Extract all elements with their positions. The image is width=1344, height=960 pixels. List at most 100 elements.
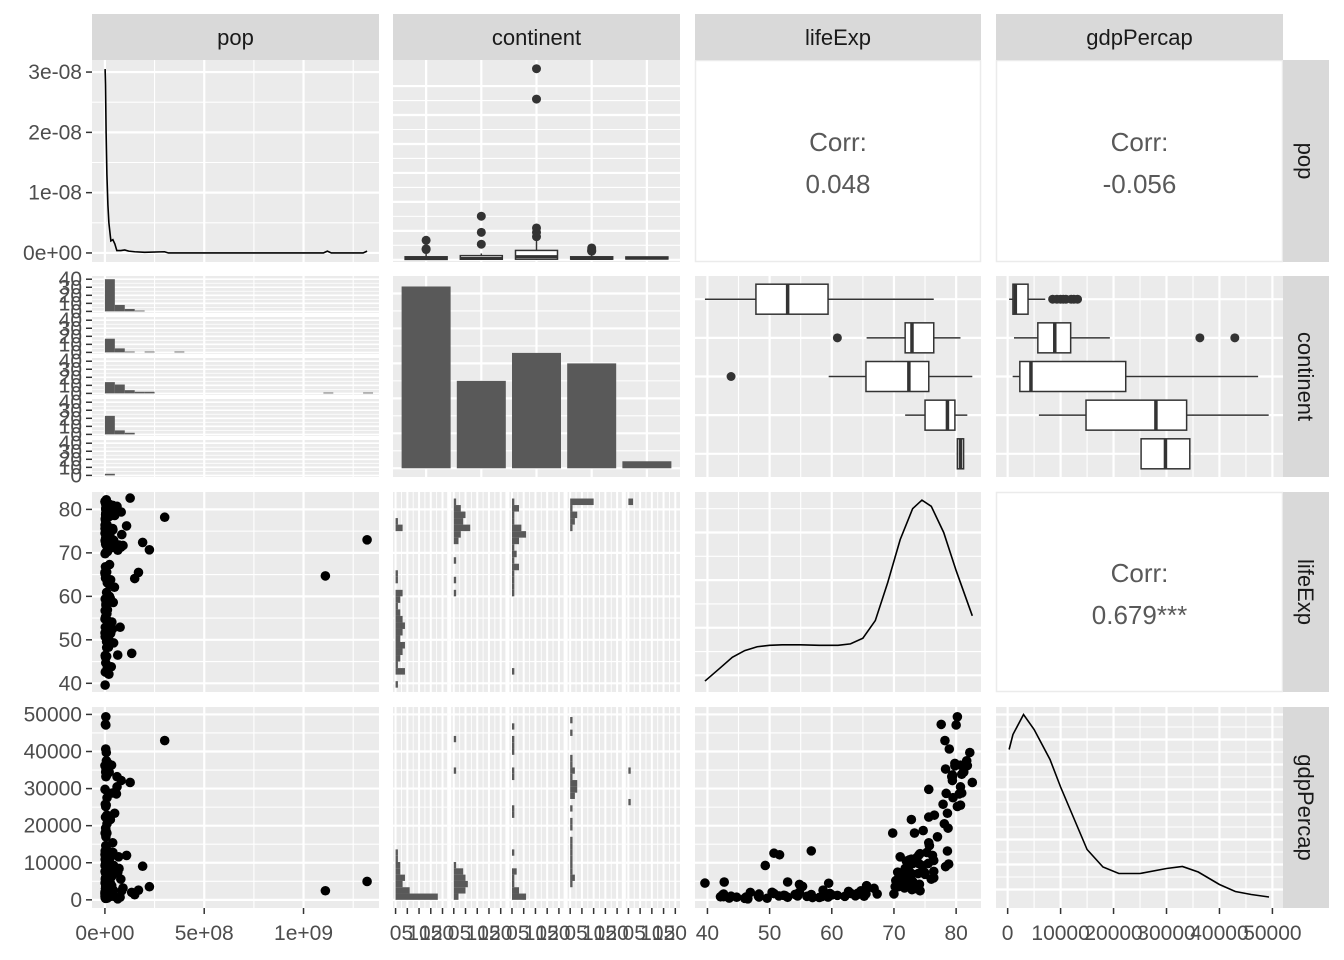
point-pop-lifeexp [101, 642, 112, 653]
pop-hist-bar-americas [174, 351, 185, 353]
point-lifeexp-gdp [958, 767, 969, 777]
gdp-hist-bar-asia [511, 773, 515, 781]
point-lifeexp-gdp [918, 825, 928, 836]
panels-layer [92, 59, 1284, 908]
gdp-hist-bar-europe [570, 786, 578, 793]
right-strip-pop-bg [1283, 60, 1329, 262]
lifeexp-hist-bar-asia [511, 563, 520, 571]
lifeexp-hist-bar-europe [570, 505, 573, 512]
point-pop-lifeexp [112, 507, 122, 517]
point-lifeexp-gdp [900, 863, 910, 874]
top-strip-continent-bg [393, 14, 680, 60]
point-lifeexp-gdp [892, 867, 903, 877]
x-tick-label: 0 [448, 922, 460, 945]
point-lifeexp-gdp [926, 874, 937, 884]
pop-density-line [104, 69, 368, 254]
point-lifeexp-gdp [936, 719, 947, 730]
point-pop-gdp [101, 720, 111, 730]
x-tick-label: 20 [547, 922, 570, 945]
point-pop-gdp [101, 755, 112, 766]
point-pop-lifeexp [121, 521, 132, 531]
x-tick-label: 1e+09 [274, 922, 333, 945]
gdp-hist-bar-americas [453, 887, 466, 894]
y-tick-label: 0 [70, 464, 82, 487]
box-outlier [421, 244, 431, 254]
facet-gap [92, 436, 379, 440]
lifeexp-hist-bar-africa [395, 668, 405, 675]
point-lifeexp-gdp [923, 784, 934, 795]
x-tick-label: 15 [652, 922, 675, 945]
y-tick-label: 30 [59, 399, 82, 422]
right-strip-lifeexp-bg [1283, 492, 1329, 692]
gdp-hist-bar-europe [570, 880, 573, 888]
point-pop-lifeexp [103, 541, 113, 552]
gdp-hist-bar-europe [570, 767, 575, 774]
strips-layer: pop continent lifeExp gdpPercap pop cont… [92, 14, 1329, 908]
point-lifeexp-gdp [910, 883, 920, 894]
point-pop-lifeexp [320, 571, 331, 581]
point-pop-gdp [101, 712, 111, 722]
lifeexp-box-europe [924, 399, 956, 431]
pop-hist-bar-asia [363, 392, 374, 394]
point-lifeexp-gdp [928, 855, 939, 866]
gdp-hist-bar-europe [570, 849, 573, 856]
pop-hist-bar-africa [134, 310, 145, 312]
point-lifeexp-gdp [817, 891, 827, 902]
pop-hist-bar-europe [114, 430, 125, 435]
point-pop-gdp [125, 777, 135, 788]
y-tick-label: 10 [59, 292, 82, 315]
lifeexp-hist-bar-asia [511, 524, 522, 532]
lifeexp-hist-bar-africa [395, 602, 398, 610]
corr-lifeexp-gdppercap-value: 0.679*** [1092, 600, 1187, 630]
lifeexp-hist-bar-americas [453, 576, 457, 584]
point-lifeexp-gdp [942, 846, 953, 856]
lifeexp-hist-bar-asia [511, 570, 515, 577]
x-tick-label: 10 [640, 922, 663, 945]
point-pop-lifeexp [100, 680, 110, 690]
gdp-hist-bar-europe [570, 780, 578, 787]
point-lifeexp-gdp [943, 823, 953, 833]
corr-panel-bg [694, 59, 982, 263]
gdp-hist-bar-asia [511, 880, 515, 888]
gdp-hist-bar-asia [511, 735, 515, 743]
top-strip-gdppercap-label: gdpPercap [1086, 25, 1192, 50]
lifeexp-hist-bar-americas [453, 511, 466, 519]
y-tick-label: 20 [59, 284, 82, 307]
point-pop-lifeexp [159, 512, 170, 523]
point-lifeexp-gdp [774, 849, 785, 860]
pop-hist-bar-asia [124, 390, 135, 394]
y-tick-label: 2e-08 [28, 121, 82, 144]
lifeexp-hist-bar-oceania [628, 498, 634, 506]
gdp-hist-bar-africa [395, 862, 401, 869]
lifeexp-hist-bar-africa [395, 615, 403, 623]
x-tick-label: 0 [390, 922, 402, 945]
point-pop-lifeexp [108, 597, 119, 608]
point-lifeexp-gdp [807, 892, 818, 903]
corr-panel-bg [995, 491, 1284, 693]
point-lifeexp-gdp [794, 879, 805, 890]
box-outlier [476, 227, 486, 237]
gdp-hist-bar-americas [453, 868, 464, 875]
gdp-hist-bar-africa [395, 855, 398, 863]
point-pop-lifeexp [100, 567, 110, 578]
lifeexp-hist-bar-asia [511, 505, 520, 512]
top-strip-pop-bg [92, 14, 379, 60]
point-lifeexp-gdp [823, 878, 834, 889]
gdp-hist-bar-americas [453, 893, 459, 900]
lifeexp-hist-bar-europe [570, 524, 573, 532]
pop-hist-bar-africa [104, 279, 115, 312]
point-lifeexp-gdp [965, 747, 975, 758]
lifeexp-hist-bar-africa [395, 596, 401, 603]
gdp-hist-bar-asia [511, 767, 515, 774]
point-pop-lifeexp [104, 579, 115, 590]
facet-gap [92, 354, 379, 358]
point-pop-gdp [100, 799, 111, 810]
point-lifeexp-gdp [967, 777, 978, 788]
x-tick-label: 5 [460, 922, 472, 945]
gdp-box-asia [1019, 360, 1127, 393]
point-lifeexp-gdp [760, 860, 771, 871]
gdp-outlier [1230, 333, 1240, 343]
point-pop-gdp [362, 876, 372, 887]
y-tick-label: 80 [59, 498, 82, 521]
point-lifeexp-gdp [724, 893, 734, 903]
